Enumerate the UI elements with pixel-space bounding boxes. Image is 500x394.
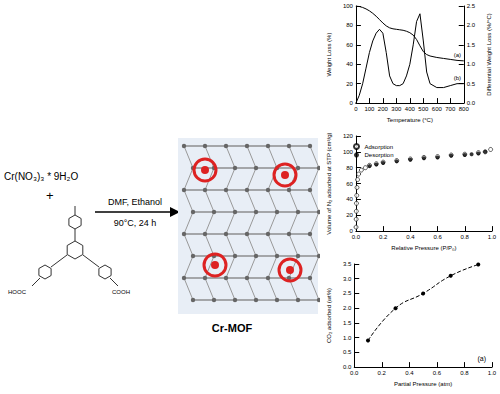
svg-text:CO₂ adsorbed (wt%): CO₂ adsorbed (wt%): [326, 288, 332, 343]
svg-text:80: 80: [346, 165, 353, 171]
svg-text:1.0: 1.0: [343, 335, 352, 341]
svg-text:300: 300: [391, 106, 402, 112]
svg-text:DMF, Ethanol: DMF, Ethanol: [108, 197, 162, 207]
svg-text:1.0: 1.0: [488, 370, 497, 376]
svg-text:90°C, 24 h: 90°C, 24 h: [114, 218, 157, 228]
svg-text:1.5: 1.5: [467, 42, 476, 48]
svg-text:1.5: 1.5: [343, 320, 352, 326]
svg-text:Adsorption: Adsorption: [365, 144, 394, 150]
svg-text:120: 120: [343, 133, 354, 139]
svg-text:0.6: 0.6: [433, 370, 442, 376]
svg-text:0.0: 0.0: [350, 370, 359, 376]
svg-text:100: 100: [343, 3, 354, 9]
svg-text:+: +: [46, 188, 54, 203]
svg-text:1.0: 1.0: [488, 234, 497, 240]
svg-text:800: 800: [459, 106, 470, 112]
svg-text:Relative Pressure (P/P₀): Relative Pressure (P/P₀): [391, 245, 456, 251]
svg-text:Cr-MOF: Cr-MOF: [212, 322, 253, 334]
svg-text:400: 400: [405, 106, 416, 112]
svg-text:Cr(NO₃)₃ * 9H₂O: Cr(NO₃)₃ * 9H₂O: [4, 171, 78, 182]
svg-text:500: 500: [418, 106, 429, 112]
svg-text:0.6: 0.6: [433, 234, 442, 240]
svg-text:20: 20: [346, 81, 353, 87]
svg-text:2.0: 2.0: [467, 22, 476, 28]
svg-text:Differential Weight Loss (%/°C: Differential Weight Loss (%/°C): [486, 13, 492, 96]
svg-text:700: 700: [445, 106, 456, 112]
svg-text:20: 20: [346, 212, 353, 218]
svg-text:0.4: 0.4: [406, 234, 415, 240]
svg-text:0.0: 0.0: [352, 234, 361, 240]
svg-text:Desorption: Desorption: [365, 152, 394, 158]
svg-text:(a): (a): [454, 52, 461, 58]
svg-text:HOOC: HOOC: [8, 289, 27, 295]
svg-text:3.5: 3.5: [343, 261, 352, 267]
svg-text:2.5: 2.5: [467, 3, 476, 9]
svg-text:Partial Pressure (atm): Partial Pressure (atm): [394, 381, 452, 387]
svg-text:(b): (b): [454, 75, 461, 81]
svg-text:0.5: 0.5: [343, 349, 352, 355]
svg-text:0.0: 0.0: [342, 364, 352, 371]
svg-text:0: 0: [350, 100, 354, 106]
svg-text:Volume of N₂ adsorbed at STP (: Volume of N₂ adsorbed at STP (cm³/g): [326, 132, 332, 234]
svg-text:0.8: 0.8: [461, 234, 470, 240]
svg-text:0.2: 0.2: [378, 370, 387, 376]
svg-text:0.8: 0.8: [460, 370, 469, 376]
svg-text:600: 600: [432, 106, 443, 112]
svg-text:40: 40: [346, 61, 353, 67]
svg-text:0: 0: [354, 106, 358, 112]
svg-text:200: 200: [378, 106, 389, 112]
svg-text:2.0: 2.0: [343, 305, 352, 311]
svg-text:0.5: 0.5: [467, 81, 476, 87]
svg-text:0.0: 0.0: [466, 100, 476, 107]
svg-text:60: 60: [346, 181, 353, 187]
svg-text:60: 60: [346, 42, 353, 48]
svg-text:0.4: 0.4: [405, 370, 414, 376]
svg-text:Temperature (°C): Temperature (°C): [387, 117, 433, 123]
svg-text:0: 0: [349, 228, 353, 235]
svg-text:80: 80: [346, 22, 353, 28]
svg-text:100: 100: [343, 149, 354, 155]
svg-text:100: 100: [364, 106, 375, 112]
svg-text:1.0: 1.0: [467, 61, 476, 67]
svg-text:40: 40: [346, 196, 353, 202]
svg-text:0.2: 0.2: [379, 234, 388, 240]
svg-text:2.5: 2.5: [343, 290, 352, 296]
svg-text:COOH: COOH: [112, 289, 130, 295]
svg-text:Weight Loss (%): Weight Loss (%): [326, 33, 332, 77]
svg-text:3.0: 3.0: [343, 276, 352, 282]
svg-text:(a): (a): [477, 355, 486, 363]
